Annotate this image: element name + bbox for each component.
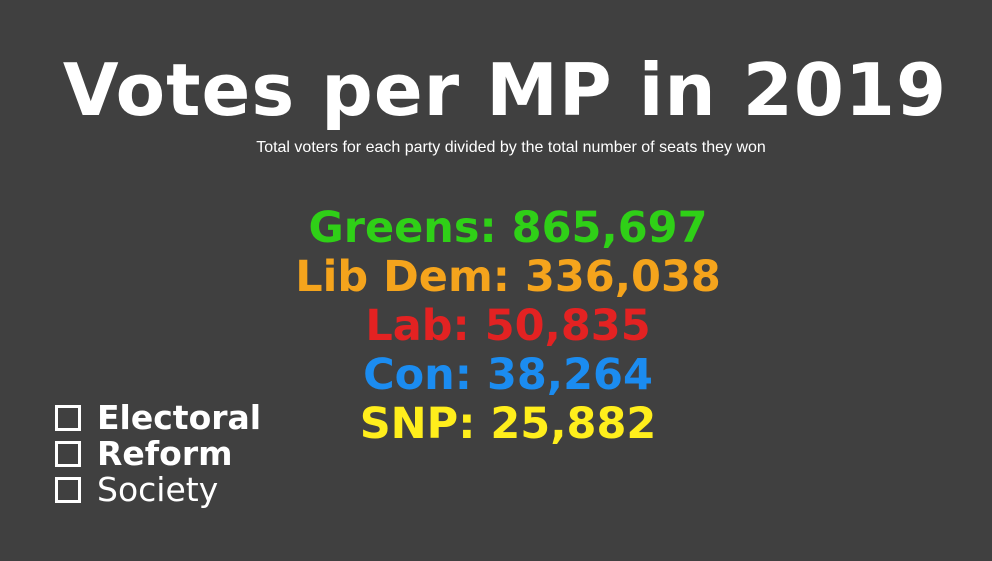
page-subtitle: Total voters for each party divided by t… (256, 139, 766, 156)
logo-word: Electoral (97, 398, 262, 437)
votes-per-mp-value: 865,697 (511, 203, 708, 253)
logo-word: Reform (97, 434, 233, 473)
result-greens: Greens: 865,697 (24, 204, 992, 253)
votes-per-mp-value: 25,882 (490, 399, 657, 449)
separator: : (458, 399, 491, 449)
separator: : (479, 203, 512, 253)
party-name: Lib Dem (295, 252, 493, 302)
logo-row-electoral: Electoral (55, 400, 261, 436)
votes-per-mp-value: 50,835 (484, 301, 651, 351)
checkbox-icon (55, 477, 81, 503)
page-title: Votes per MP in 2019 (62, 48, 948, 132)
electoral-reform-society-logo: Electoral Reform Society (55, 400, 285, 520)
party-name: Con (363, 350, 455, 400)
result-snp: SNP: 25,882 (24, 400, 992, 449)
party-name: Lab (365, 301, 453, 351)
votes-per-mp-value: 336,038 (524, 252, 721, 302)
result-lab: Lab: 50,835 (24, 302, 992, 351)
separator: : (492, 252, 525, 302)
result-lib-dem: Lib Dem: 336,038 (24, 253, 992, 302)
party-name: SNP (359, 399, 459, 449)
checkbox-icon (55, 405, 81, 431)
logo-row-society: Society (55, 472, 218, 508)
votes-per-mp-value: 38,264 (486, 350, 653, 400)
separator: : (454, 350, 487, 400)
result-con: Con: 38,264 (24, 351, 992, 400)
logo-word: Society (97, 470, 219, 509)
logo-row-reform: Reform (55, 436, 232, 472)
checkbox-icon (55, 441, 81, 467)
party-name: Greens (308, 203, 480, 253)
separator: : (452, 301, 485, 351)
results-list: Greens: 865,697 Lib Dem: 336,038 Lab: 50,8… (0, 204, 992, 449)
